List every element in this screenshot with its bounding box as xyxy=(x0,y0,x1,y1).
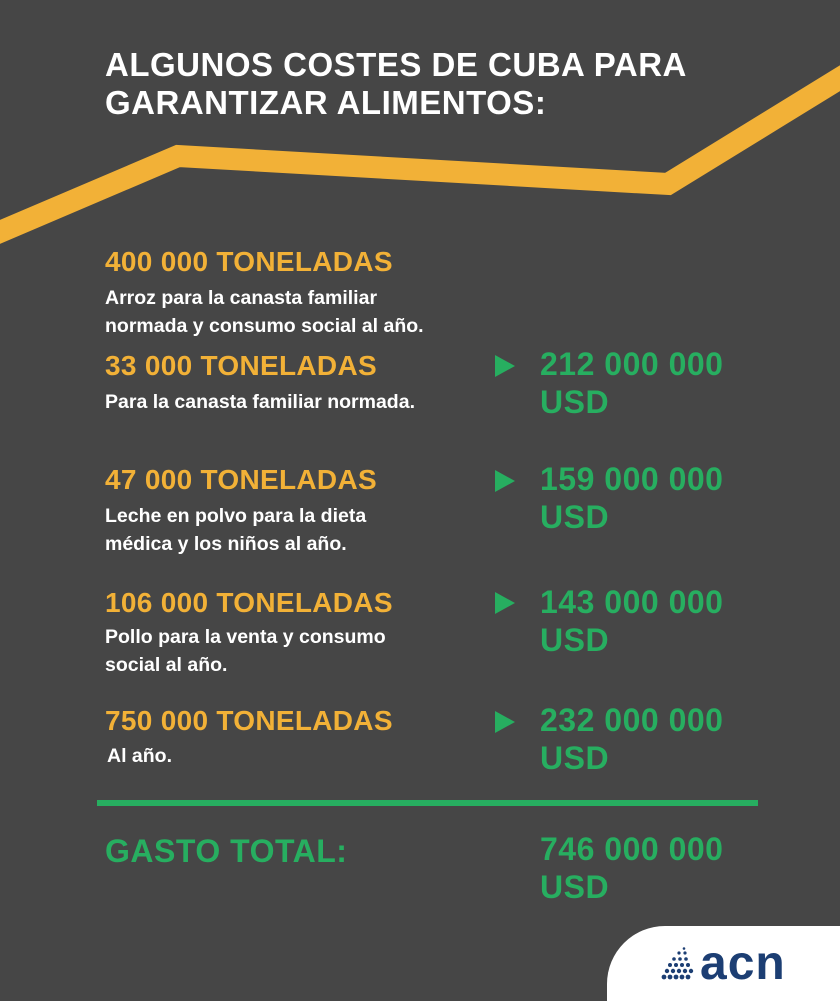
triangle-right-icon xyxy=(495,592,515,614)
item-description-line: normada y consumo social al año. xyxy=(105,315,424,337)
item-cost-unit: USD xyxy=(540,384,610,420)
item-amount: 106 000 TONELADAS xyxy=(105,587,393,618)
item-description-line: Arroz para la canasta familiar xyxy=(105,287,378,309)
item-cost-value: 143 000 000 xyxy=(540,584,724,620)
divider xyxy=(97,800,758,806)
item-cost-value: 212 000 000 xyxy=(540,346,724,382)
item-cost-value: 232 000 000 xyxy=(540,702,724,738)
item-amount: 750 000 TONELADAS xyxy=(105,705,393,736)
trend-line-icon xyxy=(0,65,840,244)
item-amount: 33 000 TONELADAS xyxy=(105,350,377,381)
triangle-right-icon xyxy=(495,711,515,733)
item-cost: 159 000 000 USD xyxy=(540,460,723,536)
logo-panel xyxy=(607,926,840,1001)
item-cost-unit: USD xyxy=(540,740,610,776)
logo-text: acn xyxy=(700,937,786,990)
item-cost: 212 000 000 USD xyxy=(540,345,723,421)
total-value-unit: USD xyxy=(540,869,610,905)
item-description-line: Leche en polvo para la dieta xyxy=(105,505,367,527)
total-label: GASTO TOTAL: xyxy=(105,833,348,869)
item-cost-value: 159 000 000 xyxy=(540,461,724,497)
title-line-2: GARANTIZAR ALIMENTOS: xyxy=(105,84,547,121)
item-description-line: Para la canasta familiar normada. xyxy=(105,391,415,413)
item-description-line: social al año. xyxy=(105,654,228,676)
item-description: Arroz para la canasta familiar normada y… xyxy=(105,284,424,340)
total-value: 746 000 000 USD xyxy=(540,830,723,906)
triangle-right-icon xyxy=(495,470,515,492)
total-value-amount: 746 000 000 xyxy=(540,831,724,867)
item-description: Pollo para la venta y consumo social al … xyxy=(105,623,386,679)
item-description: Para la canasta familiar normada. xyxy=(105,388,415,416)
triangle-right-icon xyxy=(495,355,515,377)
item-description-line: médica y los niños al año. xyxy=(105,533,347,555)
item-description-line: Pollo para la venta y consumo xyxy=(105,626,386,648)
item-description-line: Al año. xyxy=(107,745,173,767)
item-cost-unit: USD xyxy=(540,622,610,658)
page-title: ALGUNOS COSTES DE CUBA PARA GARANTIZAR A… xyxy=(105,46,785,122)
item-cost: 232 000 000 USD xyxy=(540,701,723,777)
item-cost: 143 000 000 USD xyxy=(540,583,723,659)
dotted-globe-icon xyxy=(661,947,694,980)
title-line-1: ALGUNOS COSTES DE CUBA PARA xyxy=(105,46,687,83)
item-description: Al año. xyxy=(107,742,172,770)
item-amount: 400 000 TONELADAS xyxy=(105,246,393,277)
item-cost-unit: USD xyxy=(540,499,610,535)
item-description: Leche en polvo para la dieta médica y lo… xyxy=(105,502,366,558)
item-amount: 47 000 TONELADAS xyxy=(105,464,377,495)
